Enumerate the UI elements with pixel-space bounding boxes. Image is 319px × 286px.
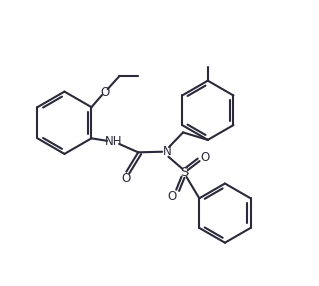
Text: NH: NH: [105, 135, 122, 148]
Text: O: O: [121, 172, 130, 185]
Text: O: O: [167, 190, 176, 203]
Text: N: N: [162, 145, 171, 158]
Text: S: S: [180, 166, 188, 179]
Text: O: O: [100, 86, 109, 99]
Text: O: O: [200, 150, 210, 164]
